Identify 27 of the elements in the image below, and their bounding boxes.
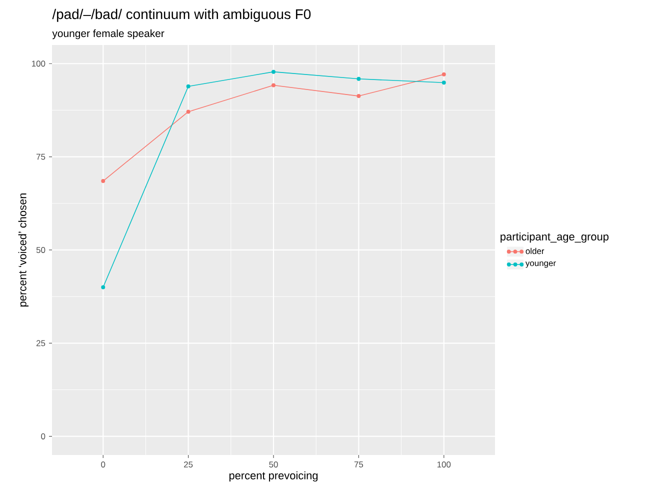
point: [186, 84, 190, 88]
y-tick-label: 50: [36, 246, 46, 253]
x-axis-title: percent prevoicing: [229, 471, 318, 482]
y-tick-label: 100: [32, 60, 46, 67]
point: [442, 80, 446, 85]
x-tick-label: 50: [269, 462, 278, 468]
point: [272, 70, 276, 74]
x-tick-label: 100: [437, 462, 451, 468]
point: [272, 83, 276, 88]
point: [356, 94, 361, 98]
point: [442, 72, 446, 76]
x-tick-label: 0: [101, 462, 106, 468]
point: [186, 110, 190, 114]
y-tick-label: 75: [36, 154, 46, 160]
point: [356, 76, 361, 81]
chart-title: /pad/–/bad/ continuum with ambiguous F0: [52, 8, 311, 22]
legend-title: participant_age_group: [500, 232, 608, 243]
chart-subtitle: younger female speaker: [52, 29, 164, 40]
y-axis-title: percent ‘voiced’ chosen: [18, 193, 29, 307]
x-tick-label: 25: [184, 462, 193, 468]
legend-label: older: [526, 248, 544, 254]
x-tick-label: 75: [354, 462, 364, 468]
y-tick-label: 25: [36, 340, 46, 346]
y-tick-label: 0: [41, 433, 46, 440]
legend-label: younger: [525, 261, 556, 268]
point: [101, 179, 106, 184]
point: [101, 285, 106, 290]
